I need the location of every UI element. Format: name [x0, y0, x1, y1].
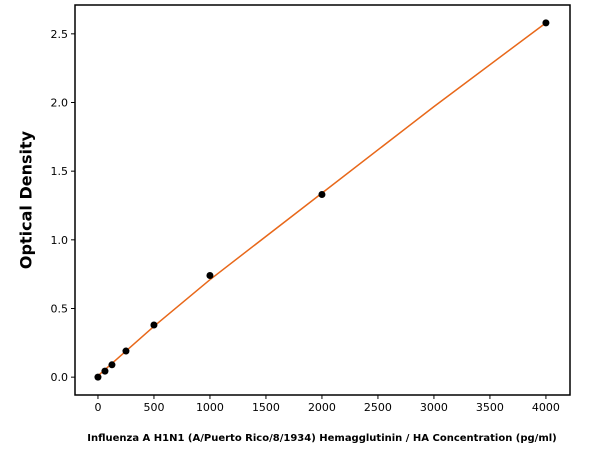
y-tick-label: 0.0 [51, 371, 69, 384]
x-tick-label: 3000 [420, 401, 448, 414]
data-point [150, 321, 158, 329]
x-tick-label: 1500 [252, 401, 280, 414]
data-point [542, 19, 550, 27]
data-point [318, 191, 326, 199]
y-tick-label: 1.0 [51, 234, 69, 247]
y-tick-label: 1.5 [51, 165, 69, 178]
data-point [108, 361, 116, 369]
x-tick-label: 500 [143, 401, 164, 414]
y-tick-label: 2.0 [51, 97, 69, 110]
plot-frame [74, 4, 571, 396]
data-point [101, 367, 109, 375]
x-tick-label: 2500 [364, 401, 392, 414]
y-tick-label: 0.5 [51, 302, 69, 315]
data-point [122, 347, 130, 355]
y-tick-label: 2.5 [51, 28, 69, 41]
y-axis-label: Optical Density [17, 130, 36, 269]
x-axis-label: Influenza A H1N1 (A/Puerto Rico/8/1934) … [87, 433, 557, 444]
fit-line [97, 22, 547, 377]
x-tick-label: 1000 [196, 401, 224, 414]
x-tick-label: 0 [94, 401, 101, 414]
data-point [206, 272, 214, 280]
x-tick-label: 3500 [476, 401, 504, 414]
data-point [94, 373, 102, 381]
x-tick-label: 4000 [532, 401, 560, 414]
x-tick-label: 2000 [308, 401, 336, 414]
